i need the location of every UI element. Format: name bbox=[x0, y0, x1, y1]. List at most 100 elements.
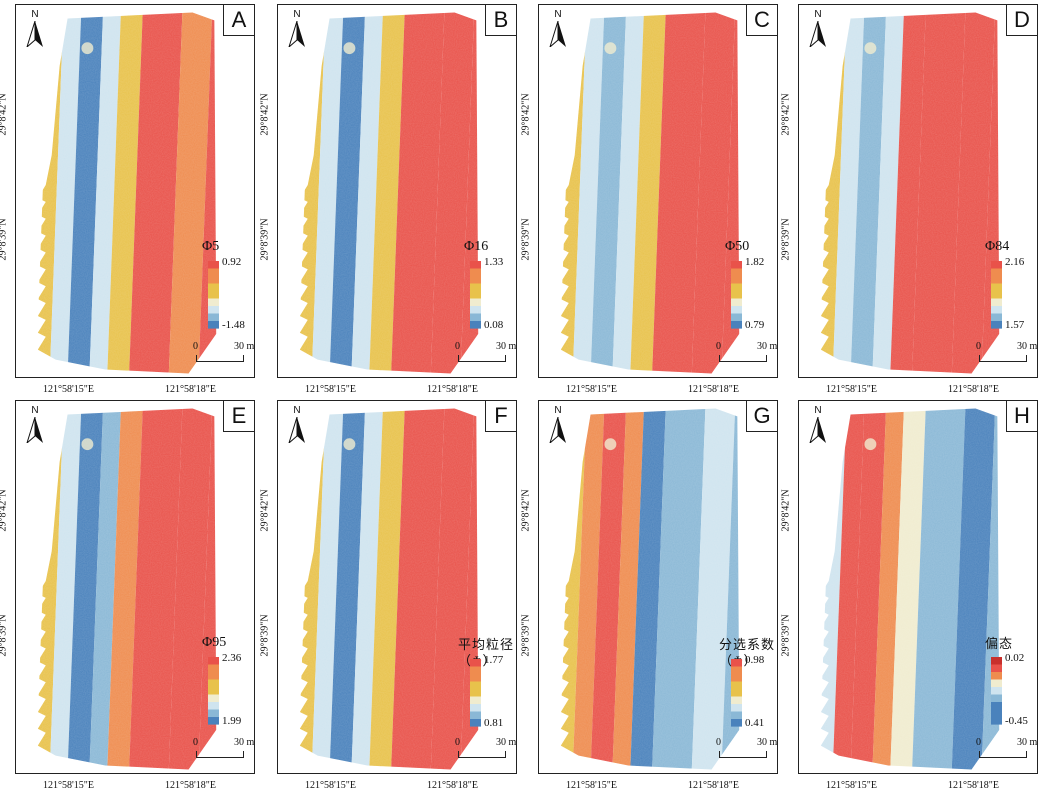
legend-max-value: 1.82 bbox=[745, 256, 765, 268]
legend-swatch bbox=[470, 313, 481, 322]
longitude-label: 121°58'18"E bbox=[948, 780, 999, 791]
north-arrow-icon bbox=[809, 417, 826, 443]
legend-swatch bbox=[731, 291, 742, 299]
legend-swatch bbox=[991, 709, 1002, 718]
legend-swatch bbox=[470, 681, 481, 690]
map-panel-a: N A Φ5 0.92 -1.48 0 30 m 29°8'42"N 29°8'39"N 121°… bbox=[0, 4, 255, 402]
north-arrow-icon bbox=[26, 417, 43, 443]
north-arrow: N bbox=[545, 9, 571, 49]
legend-swatch bbox=[470, 704, 481, 712]
north-arrow: N bbox=[284, 405, 310, 445]
legend-swatch bbox=[470, 291, 481, 299]
north-letter: N bbox=[31, 405, 39, 416]
map-frame: N E Φ95 2.36 1.99 0 30 m bbox=[15, 400, 255, 774]
legend-swatch bbox=[470, 261, 481, 269]
panel-label: G bbox=[746, 401, 777, 432]
scale-line bbox=[719, 355, 767, 362]
legend-colorbar bbox=[991, 657, 1002, 725]
legend-max-value: 0.92 bbox=[222, 256, 242, 268]
map-panel-b: N B Φ16 1.33 0.08 0 30 m 29°8'42"N 29°8'39"N 121°… bbox=[260, 4, 517, 402]
legend-min-value: 0.08 bbox=[484, 319, 504, 331]
longitude-label: 121°58'18"E bbox=[948, 384, 999, 395]
map-surface bbox=[560, 12, 740, 374]
north-letter: N bbox=[814, 405, 822, 416]
map-frame: N H 偏态 0.02 -0.45 0 30 m bbox=[798, 400, 1038, 774]
longitude-label: 121°58'18"E bbox=[165, 780, 216, 791]
legend-colorbar bbox=[991, 261, 1002, 329]
legend-swatch bbox=[470, 711, 481, 720]
scale-end: 30 m bbox=[1017, 737, 1038, 748]
legend-swatch bbox=[470, 696, 481, 705]
scale-start: 0 bbox=[455, 737, 460, 748]
legend-max-value: 0.02 bbox=[1005, 652, 1025, 664]
panel-label: C bbox=[746, 5, 777, 36]
legend-swatch bbox=[731, 719, 742, 727]
latitude-label: 29°8'39"N bbox=[780, 614, 792, 657]
north-letter: N bbox=[293, 9, 301, 20]
map-texture bbox=[820, 12, 1000, 374]
legend-colorbar bbox=[731, 261, 742, 329]
legend-colorbar bbox=[208, 657, 219, 725]
scale-end: 30 m bbox=[496, 341, 517, 352]
legend-max-value: 1.77 bbox=[484, 654, 504, 666]
legend-colorbar bbox=[731, 659, 742, 727]
north-letter: N bbox=[554, 9, 562, 20]
legend-swatch bbox=[208, 657, 219, 665]
legend-max-value: 0.98 bbox=[745, 654, 765, 666]
legend-title: Φ95 bbox=[202, 635, 227, 650]
scale-bar: 0 30 m bbox=[976, 737, 1038, 761]
map-texture bbox=[37, 12, 217, 374]
legend-swatch bbox=[731, 711, 742, 720]
scale-start: 0 bbox=[716, 737, 721, 748]
legend-min-value: 0.81 bbox=[484, 717, 504, 729]
legend-swatch bbox=[991, 298, 1002, 307]
map-feature bbox=[604, 42, 617, 55]
scale-bar: 0 30 m bbox=[716, 737, 778, 761]
legend-swatch bbox=[731, 283, 742, 292]
panel-label: H bbox=[1006, 401, 1037, 432]
panel-label: E bbox=[223, 401, 254, 432]
legend-title: 偏态 bbox=[985, 636, 1014, 651]
north-arrow-icon bbox=[549, 21, 566, 47]
north-letter: N bbox=[554, 405, 562, 416]
scale-end: 30 m bbox=[757, 737, 778, 748]
legend-swatch bbox=[991, 717, 1002, 725]
legend-swatch bbox=[208, 664, 219, 673]
legend-swatch bbox=[991, 313, 1002, 322]
legend-title: Φ16 bbox=[464, 239, 489, 254]
map-panel-d: N D Φ84 2.16 1.57 0 30 m 29°8'42"N 29°8'39"N 121°… bbox=[781, 4, 1038, 402]
legend-swatch bbox=[208, 276, 219, 284]
scale-start: 0 bbox=[976, 737, 981, 748]
latitude-label: 29°8'39"N bbox=[0, 614, 9, 657]
legend-title: Φ84 bbox=[985, 239, 1010, 254]
legend-swatch bbox=[470, 283, 481, 292]
latitude-label: 29°8'39"N bbox=[259, 218, 271, 261]
scale-start: 0 bbox=[455, 341, 460, 352]
legend-colorbar bbox=[208, 261, 219, 329]
map-surface bbox=[820, 12, 1000, 374]
map-feature bbox=[864, 438, 877, 451]
longitude-label: 121°58'18"E bbox=[427, 780, 478, 791]
legend-swatch bbox=[470, 268, 481, 277]
raster-map bbox=[299, 408, 479, 770]
map-panel-h: N H 偏态 0.02 -0.45 0 30 m 29°8'42"N 29°8'39"N 121°… bbox=[781, 400, 1038, 798]
legend-swatch bbox=[731, 276, 742, 284]
legend-swatch bbox=[208, 694, 219, 703]
scale-start: 0 bbox=[716, 341, 721, 352]
longitude-label: 121°58'15"E bbox=[566, 780, 617, 791]
map-frame: N C Φ50 1.82 0.79 0 30 m bbox=[538, 4, 778, 378]
map-feature bbox=[81, 42, 94, 55]
legend-swatch bbox=[731, 689, 742, 697]
legend-swatch bbox=[991, 261, 1002, 269]
legend-min-value: -1.48 bbox=[222, 319, 245, 331]
legend-swatch bbox=[208, 306, 219, 314]
north-arrow: N bbox=[805, 9, 831, 49]
legend-swatch bbox=[991, 694, 1002, 703]
longitude-label: 121°58'18"E bbox=[427, 384, 478, 395]
scale-end: 30 m bbox=[234, 341, 255, 352]
legend-swatch bbox=[208, 298, 219, 307]
legend-swatch bbox=[470, 719, 481, 727]
map-feature bbox=[343, 438, 356, 451]
longitude-label: 121°58'15"E bbox=[566, 384, 617, 395]
